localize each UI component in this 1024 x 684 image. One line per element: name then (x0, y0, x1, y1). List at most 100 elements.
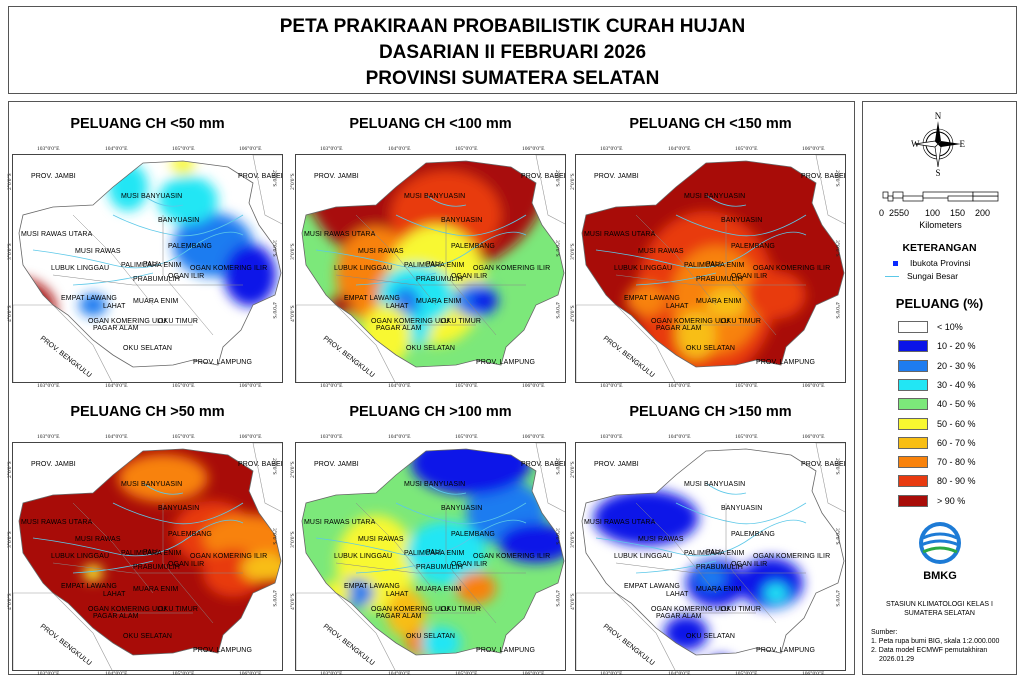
coord-top: 106°0'0"E (522, 146, 545, 152)
scale-tick: 100 (925, 208, 941, 218)
label-palembang: PALEMBANG (168, 243, 212, 250)
label-lubuk-linggau: LUBUK LINGGAU (334, 265, 393, 272)
label-pagar-alam: PAGAR ALAM (656, 325, 702, 332)
panel-title: PELUANG CH <150 mm (629, 116, 792, 132)
label-oku-timur: OKU TIMUR (721, 318, 762, 325)
coord-left: 2°0'0"S (290, 461, 296, 478)
label-prabumulih: PRABUMULIH (416, 276, 463, 283)
label-ogan-komering-ilir: OGAN KOMERING ILIR (473, 265, 551, 272)
coord-top: 104°0'0"E (388, 434, 411, 440)
compass-e: E (960, 139, 966, 149)
probability-map: PROV. JAMBI PROV. BABEL MUSI BANYUASIN BANY… (295, 442, 566, 671)
label-pali: PALI (706, 549, 722, 556)
label-oku-selatan: OKU SELATAN (123, 633, 173, 640)
legend-class-row: 40 - 50 % (898, 396, 976, 412)
label-lampung: PROV. LAMPUNG (756, 359, 816, 366)
legend-capital-label: Ibukota Provinsi (910, 258, 971, 268)
label-babel: PROV. BABEL (238, 461, 283, 468)
scale-tick: 150 (950, 208, 966, 218)
legend-class-row: 80 - 90 % (898, 473, 976, 489)
coord-top: 104°0'0"E (668, 146, 691, 152)
label-palembang: PALEMBANG (731, 243, 775, 250)
coord-right: 2°0'0"S (271, 458, 277, 475)
scale-unit: Kilometers (919, 220, 962, 230)
map-graphic (576, 155, 845, 382)
label-oku-selatan: OKU SELATAN (686, 633, 736, 640)
legend-class-row: < 10% (898, 319, 963, 335)
scale-tick: 50 (899, 208, 910, 218)
legend-capital: Ibukota Provinsi (893, 258, 970, 268)
coord-bottom: 106°0'0"E (239, 671, 262, 677)
coord-top: 106°0'0"E (239, 146, 262, 152)
legend-class-label: < 10% (937, 322, 963, 332)
label-prabumulih: PRABUMULIH (133, 276, 180, 283)
scale-tick: 200 (975, 208, 991, 218)
label-musi-rawas: MUSI RAWAS (358, 536, 404, 543)
legend-class-row: 60 - 70 % (898, 435, 976, 451)
coord-left: 2°0'0"S (570, 173, 576, 190)
coord-bottom: 106°0'0"E (239, 383, 262, 389)
coord-right: 3°0'0"S (834, 528, 840, 545)
map-panel-4: PELUANG CH >50 mm PROV. JAMBI PROV. BABEL M… (7, 398, 286, 677)
coord-left: 4°0'0"S (290, 305, 296, 322)
coord-right: 4°0'0"S (554, 302, 560, 319)
coord-left: 3°0'0"S (570, 531, 576, 548)
coord-right: 2°0'0"S (834, 458, 840, 475)
probability-map: PROV. JAMBI PROV. BABEL MUSI BANYUASIN BANY… (12, 154, 283, 383)
coord-top: 105°0'0"E (455, 146, 478, 152)
label-pali: PALI (143, 549, 159, 556)
label-musi-banyuasin: MUSI BANYUASIN (684, 193, 746, 200)
coord-top: 105°0'0"E (172, 434, 195, 440)
label-musi-rawas-utara: MUSI RAWAS UTARA (21, 519, 93, 526)
legend-swatch (898, 321, 928, 333)
label-muara-enim: MUARA ENIM (133, 298, 179, 305)
map-panel-6: PELUANG CH >150 mm PROV. JAMBI PROV. BABEL… (570, 398, 849, 677)
source-1: 1. Peta rupa bumi BIG, skala 1:2.000.000 (871, 638, 1000, 645)
label-ogan-ilir: OGAN ILIR (451, 561, 488, 568)
coord-right: 2°0'0"S (271, 170, 277, 187)
label-lampung: PROV. LAMPUNG (476, 359, 536, 366)
coord-left: 3°0'0"S (570, 243, 576, 260)
coord-right: 3°0'0"S (271, 528, 277, 545)
coord-bottom: 106°0'0"E (802, 383, 825, 389)
label-lampung: PROV. LAMPUNG (193, 647, 253, 654)
coord-bottom: 105°0'0"E (172, 383, 195, 389)
coord-top: 106°0'0"E (802, 434, 825, 440)
legend-class-label: 40 - 50 % (937, 399, 976, 410)
coord-right: 3°0'0"S (271, 240, 277, 257)
legend-swatch (898, 359, 928, 372)
source-2: 2. Data model ECMWF pemutakhiran (871, 647, 988, 654)
coord-bottom: 103°0'0"E (320, 671, 343, 677)
label-musi-rawas-utara: MUSI RAWAS UTARA (304, 231, 376, 238)
label-pagar-alam: PAGAR ALAM (93, 613, 139, 620)
coord-bottom: 103°0'0"E (320, 383, 343, 389)
legend-swatch (898, 378, 928, 391)
label-jambi: PROV. JAMBI (31, 173, 76, 180)
legend-swatch (898, 398, 928, 411)
label-banyuasin: BANYUASIN (721, 505, 763, 512)
label-muara-enim: MUARA ENIM (416, 298, 462, 305)
label-palembang: PALEMBANG (731, 531, 775, 538)
legend-swatch (898, 456, 928, 469)
label-oku-timur: OKU TIMUR (441, 606, 482, 613)
coord-bottom: 105°0'0"E (455, 383, 478, 389)
probability-map: PROV. JAMBI PROV. BABEL MUSI BANYUASIN BANY… (295, 154, 566, 383)
coord-bottom: 104°0'0"E (668, 383, 691, 389)
label-pagar-alam: PAGAR ALAM (93, 325, 139, 332)
label-jambi: PROV. JAMBI (31, 461, 76, 468)
title-line-2: DASARIAN II FEBRUARI 2026 (378, 42, 647, 63)
coord-right: 4°0'0"S (834, 590, 840, 607)
coord-top: 105°0'0"E (735, 146, 758, 152)
label-lahat: LAHAT (103, 303, 126, 310)
river-line-icon (885, 275, 899, 277)
label-lampung: PROV. LAMPUNG (476, 647, 536, 654)
legend-class-row: 30 - 40 % (898, 377, 976, 393)
label-babel: PROV. BABEL (801, 173, 846, 180)
coord-top: 105°0'0"E (172, 146, 195, 152)
coord-right: 3°0'0"S (554, 240, 560, 257)
label-oku-selatan: OKU SELATAN (406, 633, 456, 640)
coord-left: 2°0'0"S (7, 173, 13, 190)
coord-bottom: 104°0'0"E (105, 383, 128, 389)
label-oku-timur: OKU TIMUR (158, 606, 199, 613)
coord-right: 2°0'0"S (834, 170, 840, 187)
